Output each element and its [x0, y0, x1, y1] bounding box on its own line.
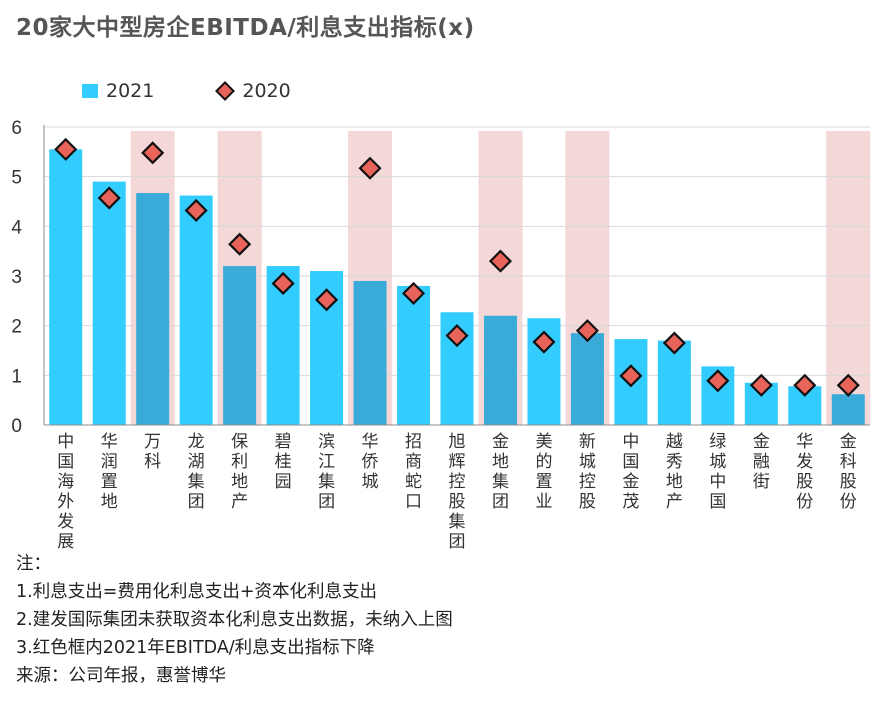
notes-heading: 注： — [16, 554, 51, 574]
legend-label-2021: 2021 — [106, 80, 155, 102]
y-tick-label: 1 — [11, 366, 22, 387]
bar-2021 — [570, 333, 604, 425]
legend-item-2021: 2021 — [82, 80, 154, 102]
bar-2021 — [831, 394, 865, 425]
x-tick-label: 华润置地 — [101, 432, 118, 512]
y-tick-label: 2 — [11, 317, 22, 338]
marker-2020 — [271, 271, 295, 296]
bar-2021 — [223, 266, 257, 425]
y-tick-label: 4 — [11, 217, 22, 238]
marker-2020 — [662, 331, 686, 355]
note-line-2: 2.建发国际集团未获取资本化利息支出数据，未纳入上图 — [16, 610, 453, 630]
x-tick-label: 万科 — [144, 432, 161, 472]
bar-2021 — [397, 285, 431, 425]
marker-2020 — [793, 373, 817, 397]
x-tick-label: 龙湖集团 — [188, 432, 205, 512]
x-tick-label: 金融街 — [753, 432, 770, 492]
footnotes: 注： 1.利息支出=费用化利息支出+资本化利息支出 2.建发国际集团未获取资本化… — [16, 550, 453, 690]
legend-bar-swatch — [82, 84, 98, 98]
marker-2020 — [619, 364, 643, 388]
marker-2020 — [315, 288, 339, 312]
note-line-1: 1.利息支出=费用化利息支出+资本化利息支出 — [16, 582, 378, 602]
marker-2020 — [97, 186, 121, 210]
x-tick-label: 招商蛇口 — [405, 432, 422, 512]
x-tick-label: 中国金茂 — [622, 432, 639, 512]
x-tick-label: 滨江集团 — [318, 432, 335, 512]
marker-2020 — [836, 373, 860, 397]
bar-2021 — [657, 340, 691, 425]
marker-2020 — [141, 141, 165, 165]
bar-2021 — [179, 195, 213, 425]
y-tick-label: 5 — [11, 168, 22, 189]
marker-2020 — [575, 319, 599, 343]
bar-2021 — [483, 315, 517, 425]
x-tick-label: 绿城中国 — [709, 432, 726, 512]
marker-2020 — [706, 369, 730, 393]
marker-2020 — [445, 324, 469, 348]
chart-title: 20家大中型房企EBITDA/利息支出指标(x) — [16, 15, 475, 41]
x-tick-label: 华发股份 — [796, 432, 813, 512]
x-tick-label: 金科股份 — [840, 432, 857, 512]
note-line-3: 3.红色框内2021年EBITDA/利息支出指标下降 — [16, 638, 375, 658]
x-tick-label: 旭辉控股集团 — [449, 432, 466, 550]
source-line: 来源：公司年报，惠誉博华 — [16, 666, 226, 686]
marker-2020 — [401, 281, 426, 305]
x-tick-label: 华侨城 — [362, 432, 379, 492]
bar-2021 — [92, 181, 126, 425]
x-tick-label: 保利地产 — [231, 432, 248, 512]
legend-item-2020: 2020 — [214, 80, 291, 102]
x-tick-label: 新城控股 — [579, 432, 596, 512]
marker-2020 — [749, 373, 773, 397]
marker-2020 — [358, 156, 382, 180]
x-tick-label: 中国海外发展 — [57, 432, 74, 550]
x-tick-label: 美的置业 — [535, 432, 552, 512]
bar-2021 — [136, 193, 170, 425]
y-tick-label: 3 — [11, 267, 22, 288]
bar-2021 — [353, 280, 387, 425]
x-tick-label: 越秀地产 — [666, 432, 683, 512]
chart-legend: 2021 2020 — [82, 78, 351, 104]
marker-2020 — [228, 232, 252, 256]
marker-2020 — [54, 137, 78, 161]
legend-diamond-marker — [215, 81, 236, 101]
marker-2020 — [488, 249, 513, 273]
x-tick-label: 碧桂园 — [275, 432, 292, 492]
bar-chart: 0 1 2 3 4 5 6 中国海外发展 华润置地 万科 龙湖集团 保利地产 碧桂园 滨江集团 华侨城 招商蛇… — [11, 118, 871, 550]
marker-2020 — [532, 330, 556, 354]
bar-2021 — [49, 149, 83, 425]
y-tick-label: 6 — [11, 118, 22, 139]
marker-2020 — [184, 198, 208, 222]
y-tick-label: 0 — [11, 416, 22, 437]
legend-label-2020: 2020 — [242, 80, 291, 102]
x-tick-label: 金地集团 — [492, 432, 509, 512]
